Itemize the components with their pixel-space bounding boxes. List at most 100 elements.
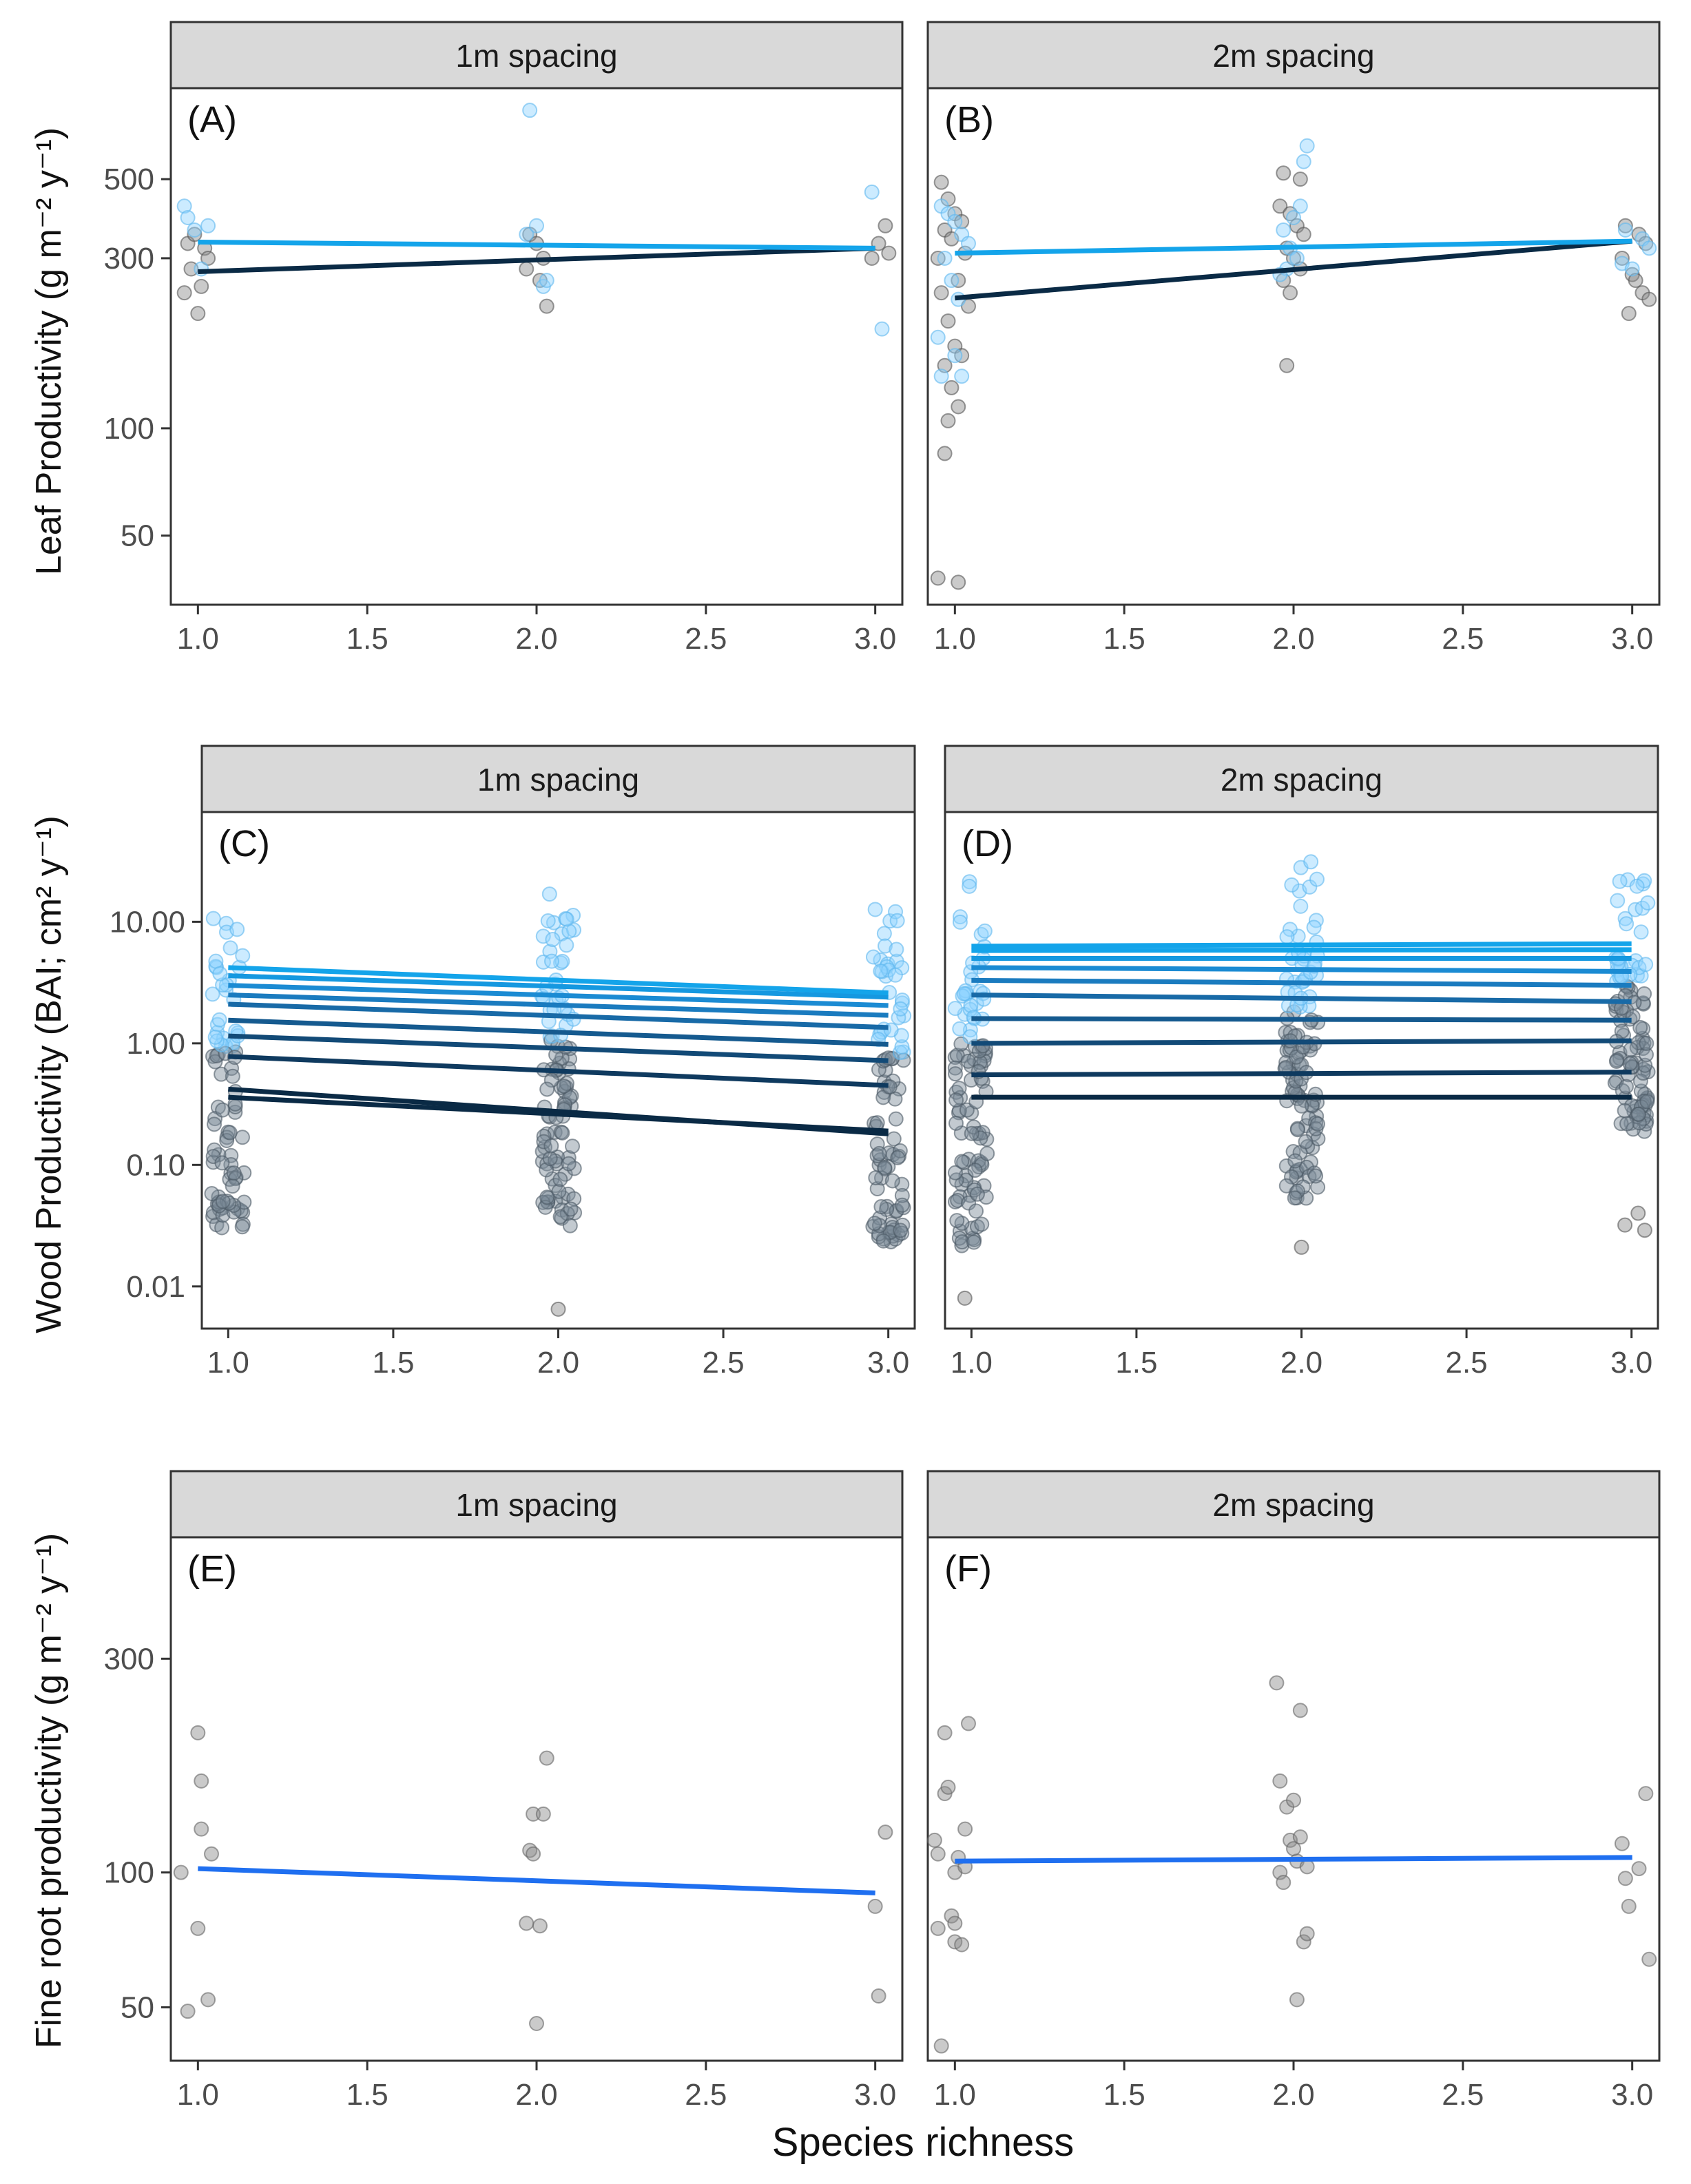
data-point [562,1218,578,1234]
data-point [1286,209,1301,225]
data-point [194,278,209,294]
facet-strip-label: 2m spacing [1212,1487,1374,1523]
data-point [875,1233,891,1249]
fit-lines [228,965,889,1136]
data-point [888,904,904,919]
regression-line [228,1033,889,1063]
regression-line [228,1001,889,1030]
regression-line [971,1038,1632,1046]
data-point [957,1290,973,1306]
data-point [180,2004,196,2019]
data-point [222,940,238,956]
data-point [969,1186,985,1202]
data-point [869,1115,885,1131]
fit-lines [955,1855,1632,1864]
data-point [194,1773,209,1789]
fit-lines [198,239,875,274]
data-point [894,1039,910,1054]
data-point [554,953,570,969]
fit-lines [971,941,1632,1100]
data-point [1293,898,1309,914]
data-point [952,914,968,930]
regression-line [971,941,1632,949]
data-point [1299,1859,1315,1875]
data-point [940,313,956,329]
data-point [561,924,577,939]
data-point [1298,1134,1314,1150]
root-y-axis-label: Fine root productivity (g m⁻² y⁻¹) [29,1533,69,2048]
data-point [211,1012,227,1028]
facet-strip-label: 1m spacing [455,1487,617,1523]
data-point [933,285,949,301]
data-point [894,1197,910,1213]
data-point [1276,1875,1291,1891]
data-point [930,1920,946,1936]
data-point [891,1010,906,1026]
facet-strip-label: 1m spacing [455,38,617,74]
facet-strip [169,21,904,90]
x-tick-label: 1.0 [934,2078,976,2112]
data-point [1310,1179,1326,1195]
x-tick-label: 2.5 [1442,622,1484,656]
data-point [225,1178,240,1194]
data-point [1637,1223,1652,1238]
data-point [961,1716,976,1731]
panel-f: 2m spacing (F) 1.0 1.5 2.0 2.5 3.0 [926,1470,1661,2112]
data-point [886,1131,902,1147]
regression-line [971,965,1632,975]
data-point [227,1104,243,1120]
data-point [190,306,206,322]
data-point [889,942,904,957]
data-point [960,1053,976,1069]
y-tick-label: 0.01 [126,1270,185,1304]
facet-strip-label: 2m spacing [1212,38,1374,74]
data-point [1641,1951,1657,1967]
x-tick-label: 2.5 [685,622,727,656]
data-point [962,874,977,890]
data-point [930,329,946,345]
x-tick-label: 3.0 [854,622,896,656]
data-point [864,184,880,200]
data-point [542,1151,558,1167]
data-point [1629,878,1645,894]
data-point [1308,1168,1324,1184]
data-point [1282,922,1298,937]
x-tick-label: 2.5 [702,1346,744,1380]
data-point [1294,1098,1309,1114]
fit-lines [955,238,1632,301]
y-tick-label: 1.00 [126,1027,185,1061]
panel-letter: (B) [944,99,994,141]
data-point [1633,924,1649,940]
data-point [176,285,192,301]
data-point [200,1992,216,2008]
data-point [1621,1898,1637,1914]
data-point [947,214,963,229]
data-points [173,1725,893,2032]
data-point [1303,854,1319,870]
data-point [207,1054,223,1070]
data-point [1619,1116,1635,1132]
x-tick-label: 2.0 [537,1346,579,1380]
data-point [205,911,221,926]
data-point [944,1908,959,1924]
data-point [552,1172,568,1187]
plot-area [169,87,904,606]
data-point [937,250,953,266]
data-point [957,1821,973,1837]
data-point [963,997,979,1013]
data-point [1276,165,1291,181]
data-point [536,1134,552,1150]
data-point [947,1915,963,1931]
wood-y-axis-label: Wood Productivity (BAI; cm² y⁻¹) [29,815,69,1333]
panel-letter: (D) [962,823,1013,864]
data-point [1289,250,1305,266]
data-point [1292,1829,1308,1845]
data-point [974,1216,990,1232]
plot-area [926,87,1661,606]
panel-b: 2m spacing (B) 1.0 1.5 2.0 2.5 3.0 [926,21,1661,656]
data-point [229,922,245,937]
data-point [969,1219,985,1235]
data-point [947,1165,963,1181]
x-tick-label: 3.0 [1610,1346,1652,1380]
data-point [1607,1075,1623,1091]
